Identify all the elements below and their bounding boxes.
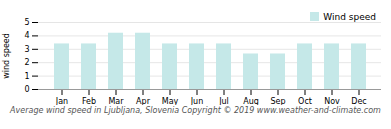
html-text:Wind speed: Wind speed [323,11,376,22]
svg-text:Jun: Jun [190,97,204,105]
svg-text:4: 4 [24,31,29,40]
svg-text:Oct: Oct [298,97,312,105]
svg-text:Jul: Jul [218,97,229,105]
svg-text:Dec: Dec [351,97,366,105]
svg-text:2: 2 [24,58,29,67]
svg-text:Nov: Nov [324,97,340,105]
svg-text:5: 5 [24,18,29,27]
svg-text:Feb: Feb [82,97,96,105]
svg-text:Sep: Sep [270,97,285,105]
svg-text:Mar: Mar [108,97,124,105]
svg-text:0: 0 [24,85,29,94]
svg-text:Jan: Jan [55,97,68,105]
html-text:Average wind speed in Ljubljan: Average wind speed in Ljubljana, Sloveni… [10,106,381,115]
svg-text:wind speed: wind speed [2,33,11,79]
svg-text:3: 3 [24,45,29,54]
svg-text:Aug: Aug [243,97,259,105]
svg-text:Apr: Apr [136,97,151,105]
svg-text:1: 1 [24,72,29,81]
svg-text:May: May [162,97,179,105]
